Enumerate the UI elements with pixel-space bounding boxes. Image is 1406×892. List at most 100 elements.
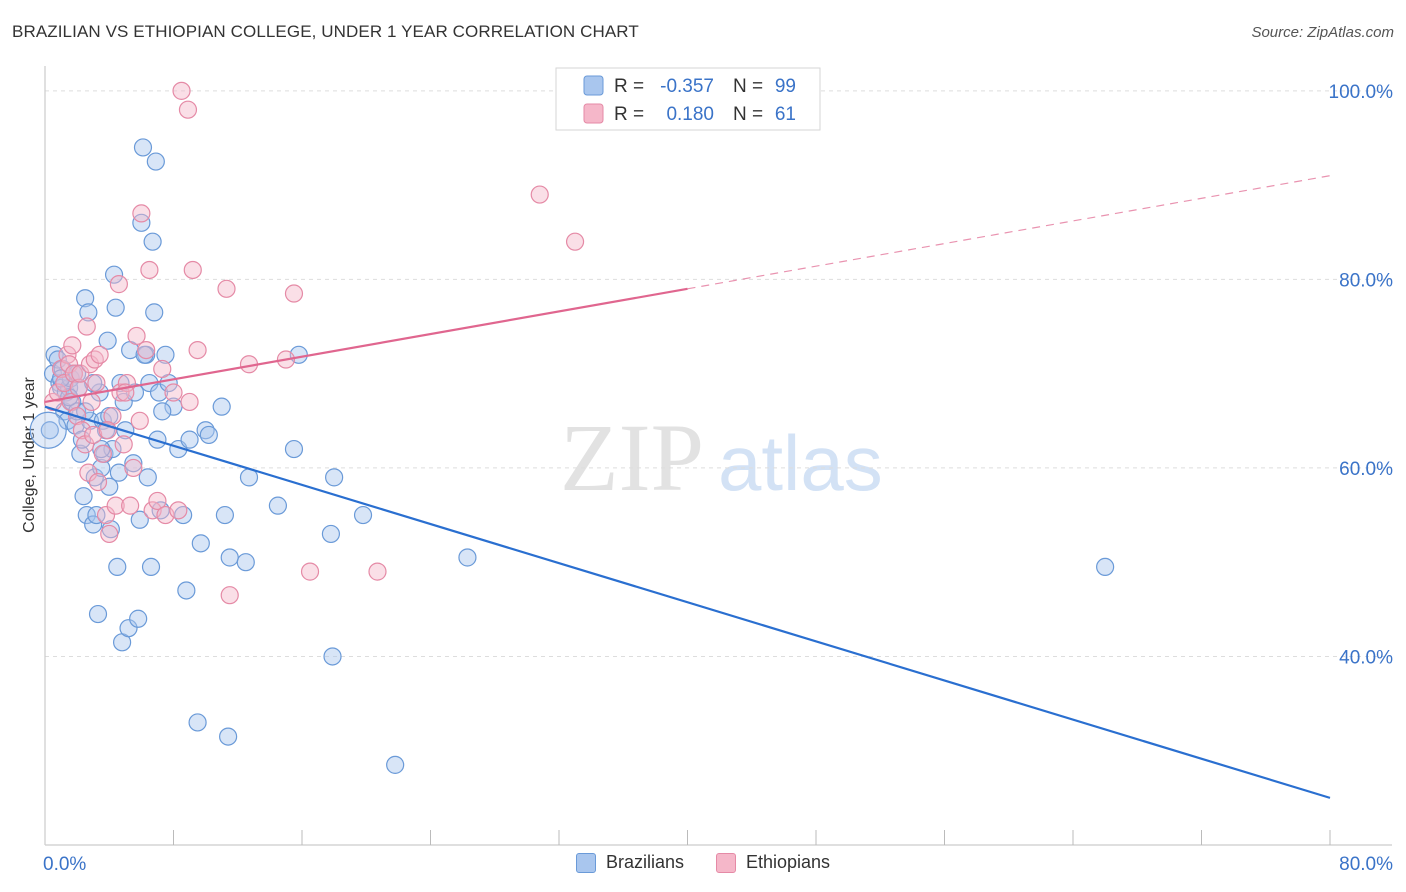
stats-r-value-1: -0.357 xyxy=(660,76,714,97)
data-point-ethiopian xyxy=(124,458,143,478)
data-point-brazilian xyxy=(215,505,234,525)
y-tick-label: 60.0% xyxy=(1339,459,1393,480)
data-point-ethiopian xyxy=(148,491,167,511)
legend-label-brazilians: Brazilians xyxy=(605,852,684,872)
data-point-brazilian xyxy=(77,505,96,525)
stats-legend: R = -0.357 N = 99 R = 0.180 N = 61 xyxy=(555,67,821,131)
data-point-brazilian xyxy=(177,581,196,600)
data-point-brazilian xyxy=(149,383,169,402)
data-point-ethiopian xyxy=(90,345,109,364)
data-point-ethiopian xyxy=(284,284,304,303)
data-point-ethiopian xyxy=(79,463,98,482)
data-point-brazilian xyxy=(180,430,199,449)
data-point-ethiopian xyxy=(530,185,549,204)
data-point-ethiopian xyxy=(96,505,116,525)
data-point-ethiopian xyxy=(220,586,239,605)
data-point-brazilian xyxy=(124,454,143,473)
data-point-brazilian xyxy=(100,477,119,496)
data-point-ethiopian xyxy=(183,260,202,280)
stats-n-label-1: N = xyxy=(733,76,763,97)
stats-r-value-2: 0.180 xyxy=(661,104,714,125)
data-point-ethiopian xyxy=(153,359,172,379)
data-point-brazilian xyxy=(87,505,106,525)
data-point-ethiopian xyxy=(300,562,320,581)
data-point-brazilian xyxy=(98,331,117,350)
legend-swatch-brazilians xyxy=(575,852,596,873)
data-point-ethiopian xyxy=(77,317,96,336)
stats-r-label-2: R = xyxy=(614,104,644,125)
data-point-ethiopian xyxy=(48,383,67,402)
data-point-ethiopian xyxy=(88,472,108,492)
data-point-brazilian xyxy=(219,727,238,746)
data-point-brazilian xyxy=(138,468,157,487)
data-point-brazilian xyxy=(386,755,405,774)
data-point-brazilian xyxy=(141,557,161,577)
data-point-brazilian xyxy=(199,425,218,445)
data-point-ethiopian xyxy=(130,411,149,430)
x-tick-label: 0.0% xyxy=(43,854,86,875)
data-point-brazilian xyxy=(1096,557,1115,577)
chart-title: BRAZILIAN VS ETHIOPIAN COLLEGE, UNDER 1 … xyxy=(12,22,639,41)
legend-swatch-pink xyxy=(583,103,604,124)
data-point-ethiopian xyxy=(63,336,82,355)
data-point-ethiopian xyxy=(178,100,198,119)
watermark: ZIP atlas xyxy=(560,404,883,511)
data-point-brazilian xyxy=(220,548,239,567)
data-point-brazilian xyxy=(132,213,151,232)
data-point-ethiopian xyxy=(84,425,103,445)
data-point-brazilian xyxy=(130,510,149,529)
data-point-ethiopian xyxy=(109,275,128,294)
data-point-brazilian xyxy=(188,713,207,732)
data-point-ethiopian xyxy=(140,260,159,280)
data-point-brazilian xyxy=(458,548,477,567)
source-label: Source: ZipAtlas.com xyxy=(1251,24,1394,41)
data-point-brazilian xyxy=(146,152,165,171)
data-point-ethiopian xyxy=(114,435,133,454)
data-point-brazilian xyxy=(145,303,164,322)
data-point-brazilian xyxy=(71,444,90,463)
data-point-brazilian xyxy=(268,496,288,515)
watermark-zip: ZIP xyxy=(560,404,704,511)
data-point-brazilian xyxy=(321,524,341,544)
data-point-brazilian xyxy=(79,303,98,322)
data-point-ethiopian xyxy=(217,279,236,298)
data-point-ethiopian xyxy=(100,524,119,544)
data-point-brazilian xyxy=(325,468,344,487)
series-brazilians xyxy=(29,138,1115,774)
data-point-ethiopian xyxy=(55,373,74,393)
data-point-ethiopian xyxy=(106,496,125,515)
data-point-ethiopian xyxy=(93,444,112,463)
y-tick-label: 100.0% xyxy=(1329,82,1394,103)
data-point-ethiopian xyxy=(71,364,90,383)
legend-label-ethiopians: Ethiopians xyxy=(745,852,831,872)
data-point-ethiopian xyxy=(103,406,122,426)
stats-n-value-1: 99 xyxy=(775,76,796,97)
trend-lines xyxy=(44,175,1331,799)
grid-lines xyxy=(45,90,1392,657)
data-point-brazilian xyxy=(109,463,128,482)
data-point-ethiopian xyxy=(172,81,191,100)
axes xyxy=(44,66,1392,846)
x-tick-labels: 0.0% 80.0% xyxy=(43,854,1393,875)
data-point-brazilian-large xyxy=(29,411,67,449)
data-point-ethiopian xyxy=(180,392,199,412)
data-point-brazilian xyxy=(143,232,162,251)
data-point-brazilian xyxy=(156,345,175,364)
watermark-atlas: atlas xyxy=(718,419,883,507)
x-tick-label: 80.0% xyxy=(1339,854,1393,875)
data-point-brazilian xyxy=(236,553,255,572)
data-point-ethiopian xyxy=(565,232,585,251)
legend-item-brazilians: Brazilians xyxy=(575,852,684,873)
data-point-brazilian xyxy=(104,265,124,284)
data-point-brazilian xyxy=(119,619,138,638)
y-tick-labels: 40.0% 60.0% 80.0% 100.0% xyxy=(1329,82,1394,669)
legend-swatch-blue xyxy=(583,75,604,96)
data-point-ethiopian xyxy=(169,501,188,520)
data-point-ethiopian xyxy=(132,204,151,223)
data-point-brazilian xyxy=(323,647,342,666)
data-point-brazilian xyxy=(212,397,231,416)
data-point-brazilian xyxy=(108,557,127,577)
data-point-brazilian xyxy=(129,609,148,628)
data-point-brazilian xyxy=(76,289,95,308)
